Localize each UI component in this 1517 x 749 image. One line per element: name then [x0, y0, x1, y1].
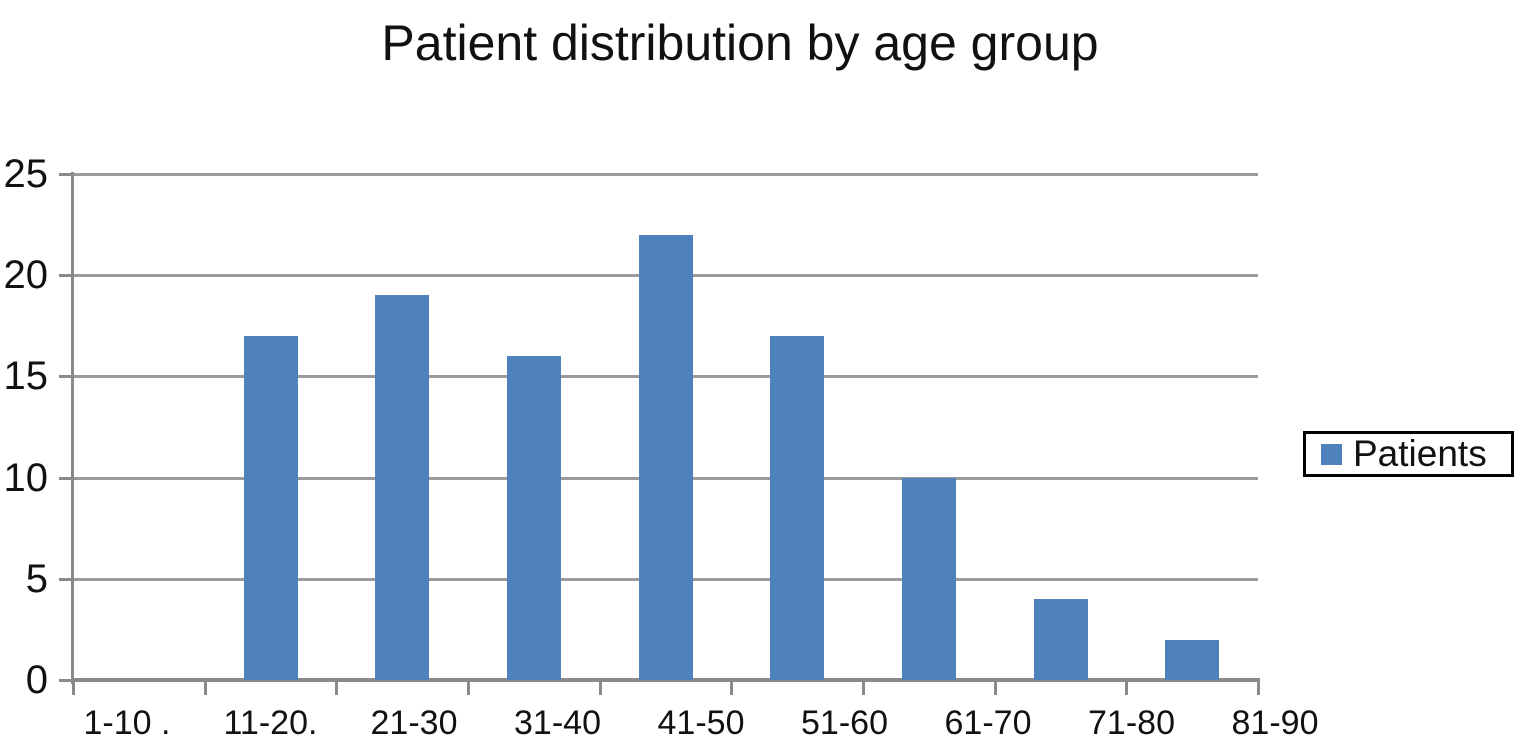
x-axis-label-8: 81-90	[1231, 704, 1319, 742]
x-axis-tick-0	[72, 680, 75, 695]
y-axis-line	[71, 172, 74, 684]
bar-61-70	[901, 477, 956, 680]
x-axis-tick-9	[1257, 680, 1260, 695]
x-axis-line	[71, 678, 1260, 682]
x-axis-label-1: 11-20.	[223, 704, 318, 742]
chart-title: Patient distribution by age group	[381, 15, 1099, 71]
x-axis-label-7: 71-80	[1088, 704, 1175, 742]
legend-label: Patients	[1353, 433, 1487, 474]
legend-swatch-patients	[1321, 443, 1342, 465]
y-axis-label-5: 5	[25, 556, 48, 601]
x-axis-tick-3	[467, 680, 470, 695]
bar-51-60	[770, 335, 825, 680]
y-axis-tick-0	[59, 679, 73, 682]
x-axis-label-4: 41-50	[657, 704, 745, 742]
legend: Patients	[1303, 431, 1514, 477]
x-axis-tick-8	[1125, 680, 1129, 695]
y-axis-tick-15	[59, 375, 73, 379]
x-axis-label-5: 51-60	[801, 704, 888, 742]
x-axis-label-6: 61-70	[944, 704, 1032, 742]
x-axis-tick-1	[203, 680, 207, 695]
y-axis-label-25: 25	[3, 152, 49, 196]
y-axis-label-0: 0	[25, 658, 48, 702]
bar-11-20	[243, 335, 298, 680]
bar-71-80	[1033, 599, 1088, 680]
x-axis-tick-6	[862, 680, 865, 695]
y-axis-tick-20	[59, 274, 73, 278]
bar-31-40	[506, 356, 561, 680]
y-axis-tick-10	[59, 476, 73, 480]
bar-21-30	[375, 295, 430, 680]
y-axis-label-10: 10	[3, 455, 49, 500]
x-axis-label-2: 21-30	[370, 704, 458, 742]
y-axis-label-15: 15	[3, 354, 49, 399]
y-axis-tick-25	[59, 173, 73, 176]
x-axis-tick-4	[598, 680, 602, 695]
y-axis-label-20: 20	[3, 253, 49, 298]
x-axis-tick-7	[993, 680, 997, 695]
x-axis-tick-2	[335, 680, 339, 695]
bar-41-50	[638, 234, 693, 680]
bar-81-90	[1165, 639, 1220, 680]
y-axis-tick-5	[59, 577, 73, 581]
gridline-y-25	[73, 173, 1258, 176]
x-axis-label-0: 1-10 .	[83, 704, 171, 742]
x-axis-label-3: 31-40	[514, 704, 601, 742]
x-axis-tick-5	[730, 680, 734, 695]
